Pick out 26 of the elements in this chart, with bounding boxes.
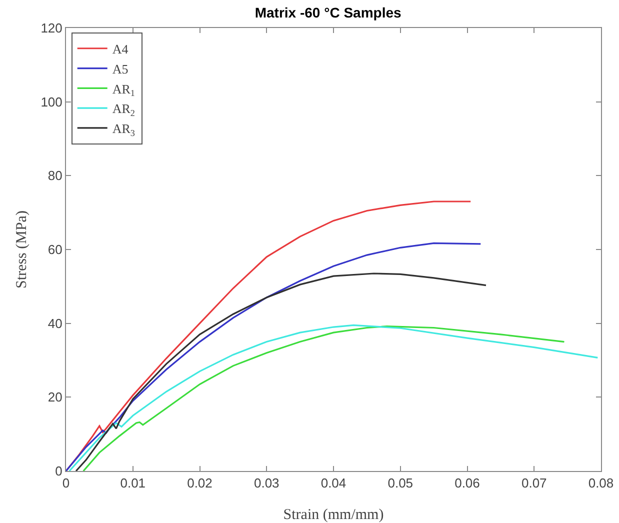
legend-label: A5	[112, 61, 128, 76]
line-series	[75, 272, 487, 471]
x-tick-label: 0.05	[388, 476, 414, 491]
legend-label: AR$_{1}$	[112, 81, 135, 98]
x-tick-label: 0.01	[120, 476, 146, 491]
y-tick-label: 120	[40, 20, 62, 36]
x-tick-label: 0.07	[521, 476, 547, 491]
legend-label: AR$_{3}$	[112, 121, 136, 138]
x-tick-label: 0.02	[187, 476, 212, 491]
y-tick-label: 80	[48, 168, 62, 184]
y-tick-label: 0	[55, 464, 62, 479]
y-tick-label: 40	[48, 316, 62, 331]
x-tick-label: 0.04	[320, 476, 346, 491]
x-axis-title: Strain (mm/mm)	[283, 507, 384, 523]
y-tick-label: 20	[48, 390, 62, 405]
x-tick-label: 0.06	[454, 476, 480, 491]
line-series	[66, 242, 482, 471]
y-axis-title: Stress (MPa)	[14, 210, 30, 288]
legend-label: A4	[112, 41, 129, 56]
x-tick-label: 0.03	[254, 476, 280, 491]
y-tick-label: 100	[40, 94, 62, 110]
y-tick-label: 60	[48, 242, 62, 258]
chart-title: Matrix -60 °C Samples	[254, 4, 402, 21]
legend-label: AR$_{2}$	[112, 101, 136, 118]
line-series	[66, 200, 472, 471]
x-tick-label: 0.08	[588, 476, 614, 491]
